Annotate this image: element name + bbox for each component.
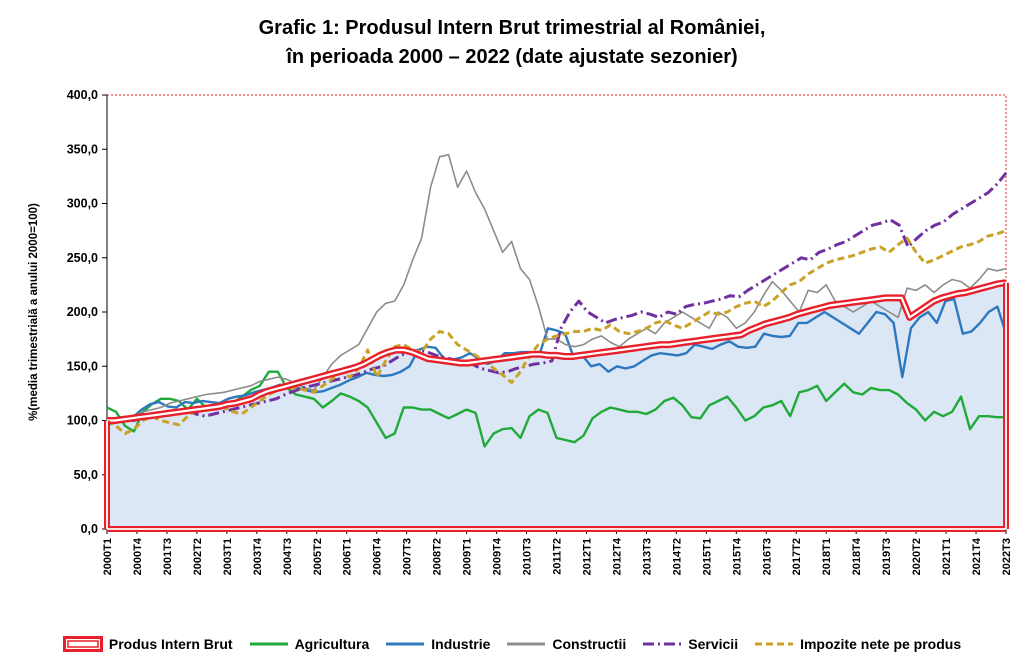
x-tick-label: 2007T3 [402,538,414,575]
pib-area [107,282,1006,529]
x-tick-label: 2000T1 [102,538,114,575]
x-tick-label: 2005T2 [312,538,324,575]
x-tick-label: 2018T4 [851,537,863,575]
series-lines [106,153,1008,448]
x-tick-label: 2015T4 [731,537,743,575]
x-tick-label: 2009T1 [462,538,474,575]
legend-swatch-band-inner [67,640,99,648]
y-axis-title: %(media trimestrială a anului 2000=100) [28,203,40,421]
legend-item: Impozite nete pe produs [754,636,961,652]
x-tick-label: 2004T3 [282,538,294,575]
legend-swatch-band [62,636,103,652]
x-tick-label: 2017T2 [791,538,803,575]
x-tick-label: 2003T4 [252,537,264,575]
legend-label: Agricultura [294,636,370,652]
y-tick-label: 0,0 [81,522,98,536]
legend-label: Produs Intern Brut [108,636,233,652]
x-tick-label: 2001T3 [162,538,174,575]
series-line-agricultura [106,370,1006,448]
x-tick-label: 2014T2 [671,538,683,575]
pib-band-inner [107,281,1007,422]
legend-label: Industrie [431,636,491,652]
y-tick-label: 200,0 [67,305,98,319]
x-tick-label: 2021T4 [971,537,983,575]
legend-label: Impozite nete pe produs [800,636,962,652]
x-tick-label: 2022T3 [1001,538,1013,575]
x-tick-label: 2009T4 [492,537,504,575]
y-tick-label: 300,0 [67,197,98,211]
x-tick-label: 2008T2 [432,538,444,575]
legend-swatch [643,642,682,646]
x-tick-label: 2021T1 [941,538,953,575]
y-tick-label: 400,0 [67,88,98,102]
x-tick-label: 2016T3 [761,538,773,575]
y-tick-label: 50,0 [74,468,98,482]
legend-item: Industrie [385,636,490,652]
x-tick-label: 2003T1 [222,538,234,575]
y-tick-label: 100,0 [67,414,98,428]
x-tick-label: 2012T1 [581,538,593,575]
y-tick-label: 350,0 [67,142,98,156]
legend-swatch [62,636,103,652]
legend-swatch [249,642,288,646]
x-tick-label: 2006T1 [342,538,354,575]
x-tick-label: 2011T2 [552,538,564,575]
legend-item: Agricultura [249,636,370,652]
x-tick-label: 2012T4 [611,537,623,575]
x-tick-label: 2013T3 [641,538,653,575]
chart-title: Grafic 1: Produsul Intern Brut trimestri… [0,14,1024,72]
legend-item: Servicii [642,636,738,652]
x-tick-label: 2019T3 [881,538,893,575]
x-tick-label: 2000T4 [132,537,144,575]
legend-label: Servicii [688,636,739,652]
legend-item: Produs Intern Brut [62,636,233,652]
pib-band-sides-inner [106,282,1007,530]
x-tick-label: 2020T2 [911,538,923,575]
pib-band [104,279,1009,532]
y-tick-label: 250,0 [67,251,98,265]
tick-labels: 0,0 50,0 100,0 150,0 200,0 250,0 300,0 350,0 400… [28,88,1013,575]
legend-swatch [386,642,425,646]
legend-item: Constructii [506,636,626,652]
chart-title-line1: Grafic 1: Produsul Intern Brut trimestri… [258,17,766,39]
x-tick-label: 2006T4 [372,537,384,575]
legend-swatch [507,642,546,646]
legend-swatch [755,642,794,646]
x-tick-label: 2018T1 [821,538,833,575]
x-tick-label: 2002T2 [192,538,204,575]
x-tick-label: 2010T3 [522,538,534,575]
y-tick-label: 150,0 [67,359,98,373]
legend-label: Constructii [552,636,627,652]
chart-title-line2: în perioada 2000 – 2022 (date ajustate s… [286,46,738,68]
pib-fill [107,282,1006,529]
legend: Produs Intern Brut Agricultura Industrie Co… [0,633,1024,655]
series-line-industrie [106,297,1008,426]
series-line-impozite-nete-pe-produs [106,229,1007,435]
x-tick-label: 2015T1 [701,538,713,575]
